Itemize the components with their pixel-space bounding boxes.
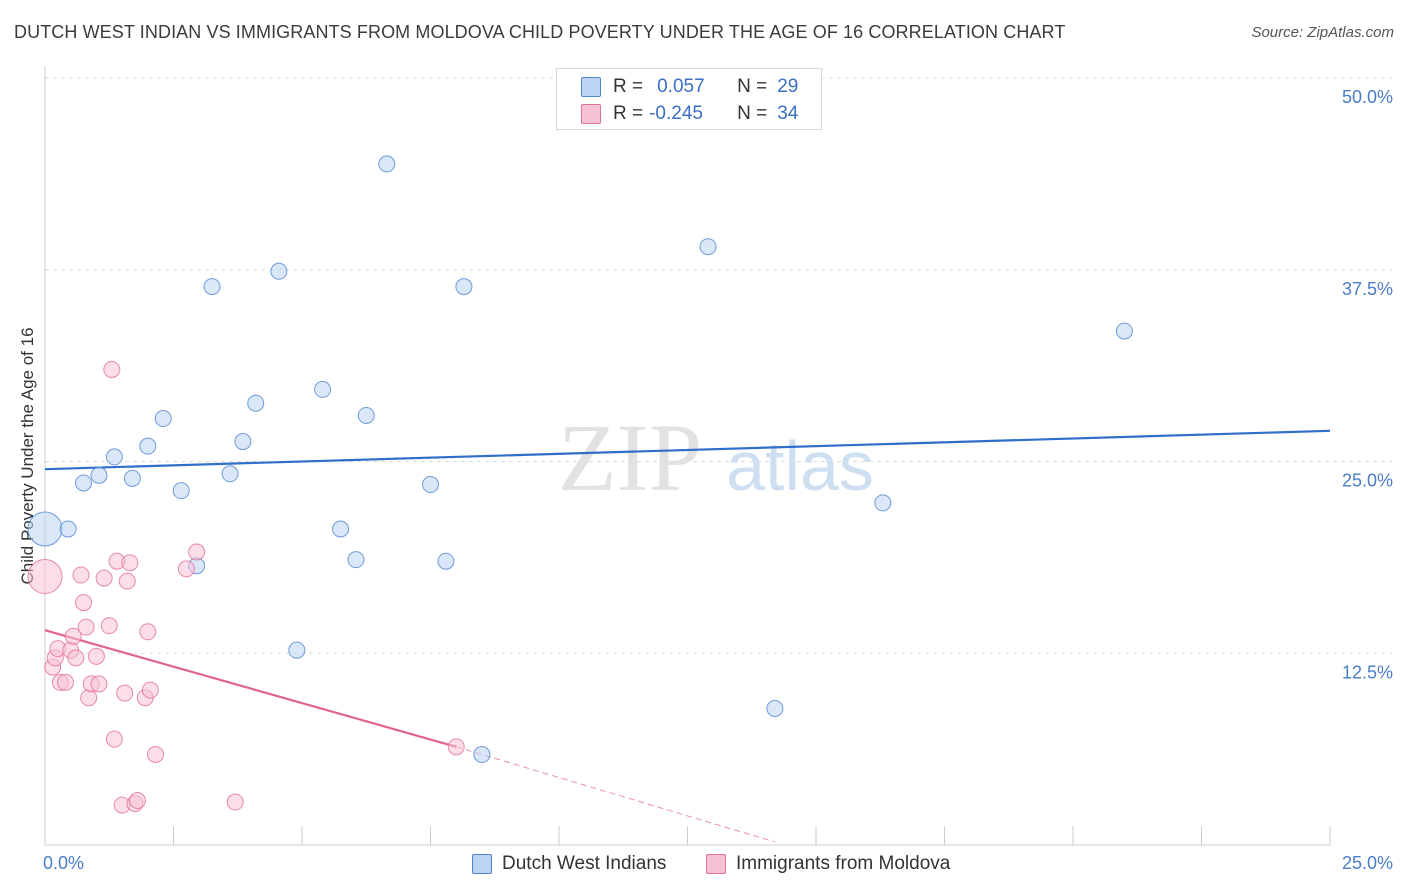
- data-point-blue: [437, 552, 455, 570]
- x-tick-label: 25.0%: [1342, 853, 1393, 873]
- data-point-pink: [141, 681, 159, 699]
- data-point-blue: [473, 745, 491, 763]
- data-point-pink: [147, 745, 165, 763]
- legend-swatch-pink: [581, 104, 601, 124]
- data-point-blue: [1115, 322, 1133, 340]
- data-point-blue: [172, 482, 190, 500]
- source-label: Source: ZipAtlas.com: [1251, 24, 1394, 41]
- data-point-blue: [288, 641, 306, 659]
- legend-row-dutch-west-indians: R = 0.057 N = 29: [581, 74, 798, 100]
- data-point-blue: [27, 511, 63, 547]
- data-point-blue: [139, 437, 157, 455]
- data-point-pink: [103, 360, 121, 378]
- x-tick-label: 0.0%: [43, 853, 84, 873]
- y-tick-label: 50.0%: [1342, 87, 1393, 107]
- watermark-zip: ZIP: [558, 404, 702, 511]
- trend-lines: [44, 429, 1331, 843]
- legend-r-label: R =: [613, 103, 644, 124]
- data-point-pink: [177, 560, 195, 578]
- data-point-blue: [203, 278, 221, 296]
- legend-swatch-blue: [472, 854, 492, 874]
- data-point-blue: [270, 262, 288, 280]
- data-point-blue: [234, 433, 252, 451]
- legend-item-dutch-west-indians: Dutch West Indians: [472, 852, 666, 876]
- data-point-pink: [57, 673, 75, 691]
- data-point-pink: [226, 793, 244, 811]
- y-tick-label: 37.5%: [1342, 279, 1393, 299]
- data-point-pink: [121, 554, 139, 572]
- tick-labels: 12.5% 25.0% 37.5% 50.0% 0.0% 25.0%: [43, 87, 1393, 873]
- legend-label-moldova: Immigrants from Moldova: [736, 853, 951, 874]
- data-point-pink: [75, 594, 93, 612]
- data-point-pink: [90, 675, 108, 693]
- watermark: ZIP atlas: [558, 404, 874, 511]
- data-point-pink: [139, 623, 157, 641]
- data-point-blue: [154, 410, 172, 428]
- legend-n-label: N =: [737, 76, 768, 97]
- data-point-pink: [129, 792, 147, 810]
- legend-row-moldova: R = -0.245 N = 34: [581, 101, 798, 127]
- legend-label-dutch-west-indians: Dutch West Indians: [502, 853, 667, 874]
- data-point-blue: [59, 520, 77, 538]
- y-tick-label: 12.5%: [1342, 662, 1393, 682]
- data-point-pink: [87, 647, 105, 665]
- data-point-blue: [766, 699, 784, 717]
- chart-title: DUTCH WEST INDIAN VS IMMIGRANTS FROM MOL…: [14, 22, 1066, 42]
- data-point-blue: [332, 520, 350, 538]
- data-point-pink: [188, 543, 206, 561]
- watermark-atlas: atlas: [726, 427, 874, 505]
- data-point-pink: [447, 738, 465, 756]
- data-point-blue: [105, 448, 123, 466]
- data-point-blue: [347, 551, 365, 569]
- stats-legend: R = 0.057 N = 29 R = -0.245 N = 34: [556, 68, 822, 130]
- legend-swatch-blue: [581, 77, 601, 97]
- data-point-pink: [64, 627, 82, 645]
- data-point-blue: [123, 469, 141, 487]
- data-point-blue: [378, 155, 396, 173]
- legend-swatch-pink: [706, 854, 726, 874]
- data-point-blue: [699, 238, 717, 256]
- data-point-blue: [357, 406, 375, 424]
- legend-r-value: 0.057: [657, 76, 705, 97]
- data-point-pink: [95, 569, 113, 587]
- data-point-pink: [116, 684, 134, 702]
- data-point-blue: [75, 474, 93, 492]
- legend-n-label: N =: [737, 103, 768, 124]
- axes: [44, 66, 1331, 846]
- data-point-blue: [455, 278, 473, 296]
- y-tick-label: 25.0%: [1342, 471, 1393, 491]
- data-point-blue: [221, 465, 239, 483]
- data-points: [27, 155, 1133, 814]
- data-point-pink: [105, 730, 123, 748]
- data-point-blue: [314, 380, 332, 398]
- trend-line-pink: [44, 629, 457, 748]
- trend-line-extension-pink: [456, 746, 776, 843]
- trend-line-blue: [44, 429, 1331, 471]
- grid-lines: [45, 77, 1392, 654]
- data-point-blue: [90, 466, 108, 484]
- data-point-pink: [27, 559, 63, 595]
- data-point-blue: [422, 476, 439, 494]
- data-point-pink: [77, 618, 95, 636]
- legend-n-value: 34: [777, 103, 799, 124]
- legend-r-value: -0.245: [649, 103, 703, 124]
- data-point-pink: [67, 649, 85, 667]
- data-point-blue: [874, 494, 892, 512]
- data-point-pink: [118, 572, 136, 590]
- legend-r-label: R =: [613, 76, 644, 97]
- legend-item-moldova: Immigrants from Moldova: [706, 852, 950, 876]
- data-point-pink: [80, 689, 98, 707]
- data-point-blue: [247, 394, 265, 412]
- data-point-pink: [100, 617, 118, 635]
- legend-n-value: 29: [777, 76, 799, 97]
- data-point-pink: [72, 566, 90, 584]
